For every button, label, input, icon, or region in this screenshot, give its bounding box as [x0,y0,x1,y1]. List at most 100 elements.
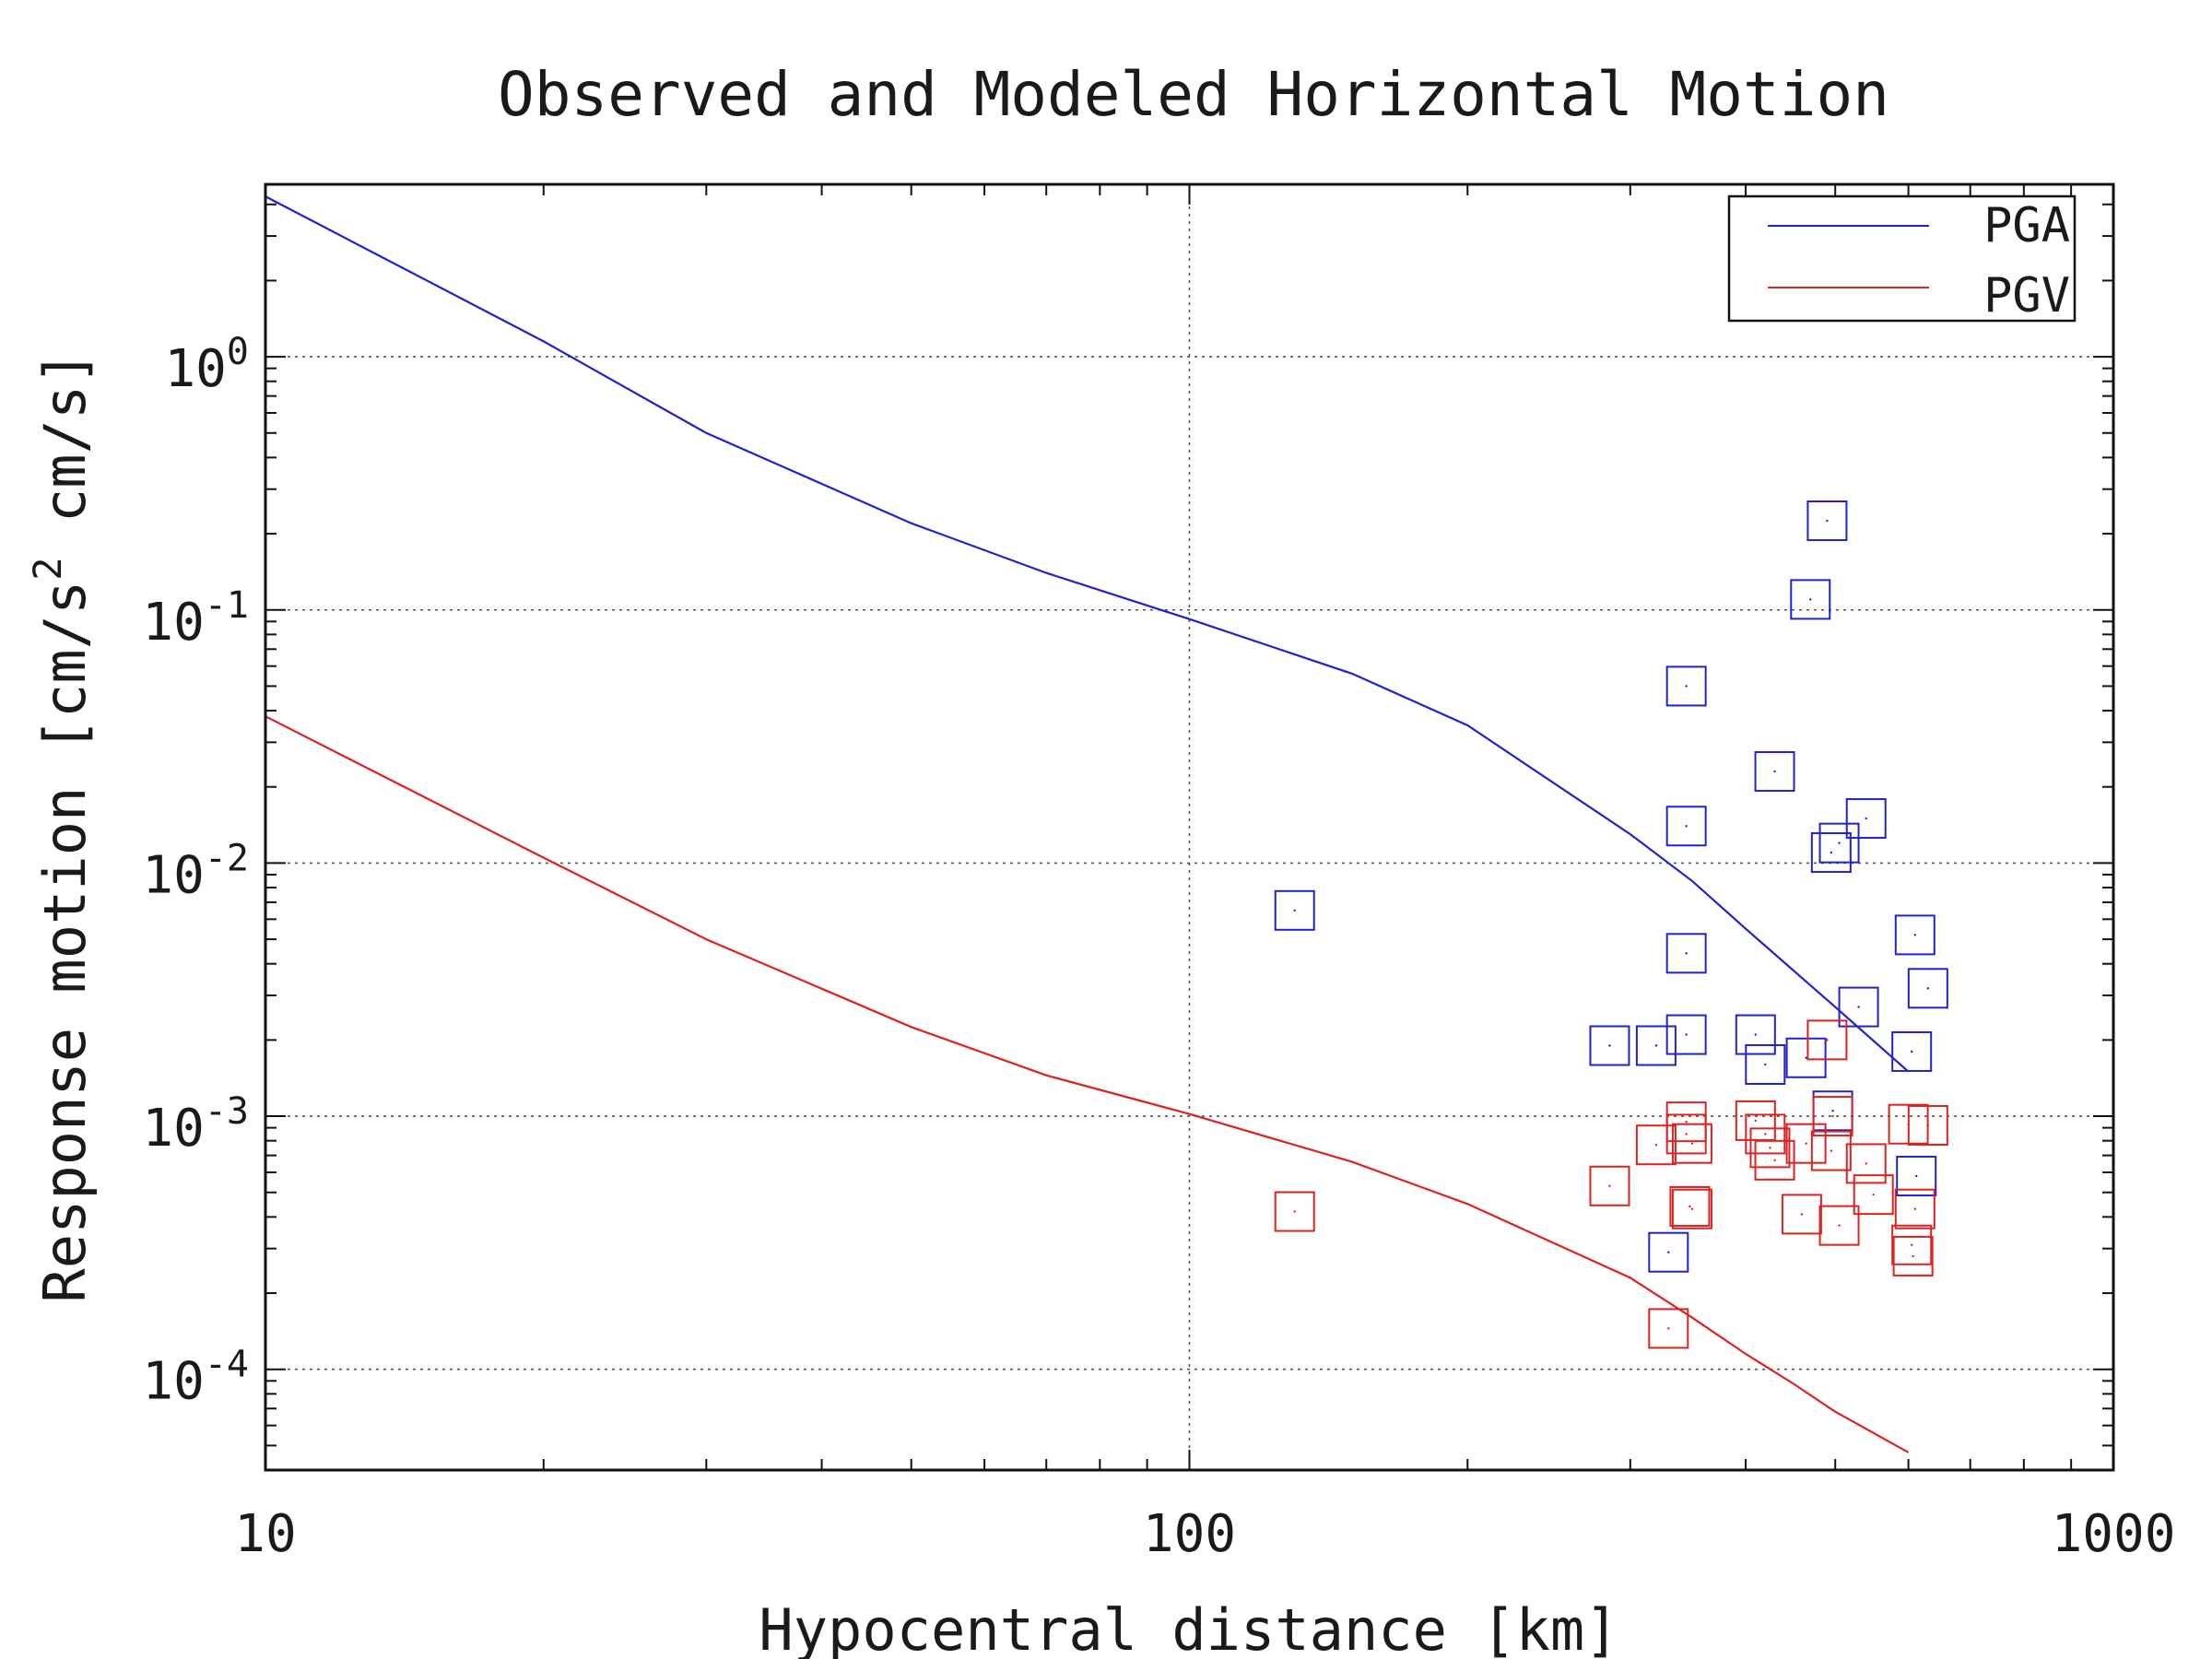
data-point-center-pgv [1764,1133,1767,1135]
y-tick-label: 10-4 [142,1344,249,1412]
data-point-pga [1745,1043,1786,1085]
data-point-center-pga [1809,598,1812,601]
y-tick-label-base: 10 [142,1352,204,1412]
data-point-pga [1274,889,1315,931]
data-point-center-pga [1865,817,1867,820]
data-point-center-pga [1685,952,1688,955]
data-point-center-pga [1830,851,1833,854]
y-tick-label-exponent: -2 [205,837,249,879]
y-tick-label-base: 10 [164,339,226,399]
data-point-center-pgv [1838,1224,1841,1227]
data-point-pgv [1671,1188,1712,1230]
data-point-pgv [1648,1308,1689,1349]
data-point-pga [1891,1030,1933,1072]
data-point-center-pgv [1773,1159,1776,1162]
data-point-pga [1735,1014,1776,1055]
data-point-center-pga [1293,909,1296,912]
data-point-pgv [1894,1188,1936,1230]
y-tick-label-exponent: -4 [205,1344,249,1386]
data-point-pgv [1818,1205,1860,1246]
data-point-pgv [1892,1235,1934,1277]
axis-ticks [265,184,2114,1471]
data-point-center-pga [1913,934,1916,936]
data-point-pgv [1669,1185,1711,1227]
data-point-center-pga [1915,1174,1918,1178]
data-point-pgv [1810,1130,1852,1171]
data-point-pgv [1806,1019,1848,1061]
x-axis-label: Hypocentral distance [km] [759,1596,1618,1659]
data-point-pga [1838,986,1879,1028]
grid-lines [265,184,2113,1470]
series-line-pga [265,195,1910,1073]
data-point-pgv [1781,1194,1822,1235]
data-point-pgv [1274,1191,1315,1232]
data-point-center-pga [1754,1033,1758,1036]
data-point-center-pgv [1872,1193,1875,1196]
data-point-pga [1648,1231,1689,1273]
series-layer [265,195,1948,1453]
data-point-pga [1790,579,1831,620]
data-point-center-pgv [1926,1124,1930,1127]
data-point-center-pgv [1913,1207,1916,1210]
data-point-center-pga [1857,1006,1860,1008]
data-point-pgv [1853,1174,1894,1216]
data-point-pga [1665,1014,1707,1055]
data-point-pgv [1749,1127,1791,1169]
y-tick-label-base: 10 [142,845,204,905]
data-point-pgv [1671,1123,1712,1164]
data-point-center-pgv [1690,1207,1694,1210]
legend-label-pgv: PGV [1983,268,2070,324]
x-tick-label: 1000 [2052,1504,2176,1564]
data-point-center-pga [1654,1044,1658,1047]
data-point-center-pgv [1293,1210,1296,1213]
data-point-pga [1665,933,1707,974]
x-tick-labels: 10 100 1000 [234,1504,2175,1564]
data-point-pga [1785,1037,1827,1078]
data-point-center-pga [1685,1033,1688,1036]
data-point-pgv [1907,1105,1948,1147]
data-point-center-pgv [1667,1327,1670,1330]
y-axis-label-main: Response motion [cm/s [31,581,99,1303]
data-point-center-pga [1805,1056,1807,1059]
data-point-pga [1665,665,1707,707]
y-tick-label-exponent: -1 [205,584,249,627]
data-point-center-pga [1685,685,1688,688]
y-tick-label-exponent: 0 [227,331,249,373]
data-point-pgv [1812,1096,1853,1137]
y-tick-label: 10-1 [142,584,249,653]
data-point-center-pga [1685,825,1688,828]
data-point-pga [1894,914,1936,956]
data-point-center-pgv [1911,1243,1913,1246]
data-point-center-pga [1608,1044,1611,1047]
data-point-pga [1589,1025,1630,1066]
data-point-center-pga [1667,1251,1670,1253]
y-tick-label-exponent: -3 [205,1090,249,1133]
data-point-pga [1665,806,1707,847]
data-point-pgv [1665,1113,1707,1155]
data-point-pgv [1754,1139,1795,1181]
data-point-center-pga [1926,987,1930,990]
data-point-center-pgv [1754,1119,1758,1123]
legend-label-pga: PGA [1983,198,2070,253]
data-point-center-pga [1831,1110,1834,1112]
x-tick-label: 100 [1143,1504,1236,1564]
data-point-pga [1896,1156,1937,1197]
y-tick-label: 10-2 [142,837,249,905]
y-tick-label-base: 10 [142,593,204,653]
data-point-center-pgv [1685,1133,1688,1135]
y-axis-label: Response motion [cm/s2 cm/s] [25,350,99,1302]
data-point-pgv [1785,1123,1827,1164]
data-point-center-pgv [1690,1142,1694,1145]
y-axis-label-exponent: 2 [25,557,70,580]
data-point-pgv [1635,1124,1677,1166]
data-point-pga [1818,822,1860,864]
data-point-center-pgv [1769,1147,1771,1149]
data-point-pga [1845,798,1887,840]
data-point-center-pgv [1912,1254,1914,1258]
data-point-center-pgv [1800,1213,1804,1216]
data-point-pga [1806,500,1848,542]
chart-title: Observed and Modeled Horizontal Motion [498,59,1889,130]
data-point-pga [1907,968,1948,1009]
